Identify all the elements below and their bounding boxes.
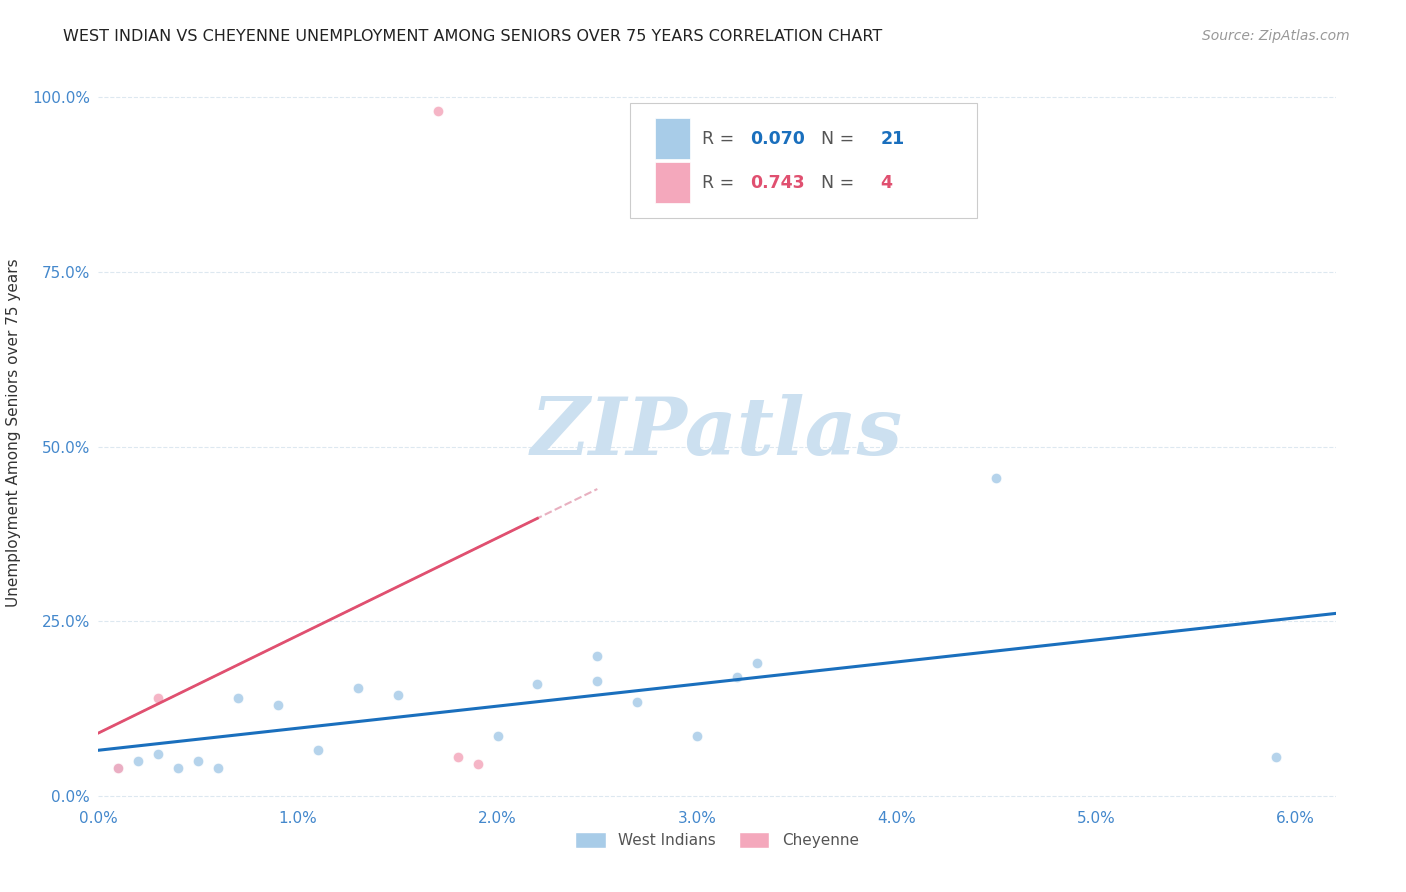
Point bbox=[626, 694, 648, 708]
Text: Source: ZipAtlas.com: Source: ZipAtlas.com bbox=[1202, 29, 1350, 44]
Text: R =: R = bbox=[702, 129, 740, 147]
Point bbox=[467, 757, 489, 772]
Point bbox=[226, 691, 249, 706]
Point bbox=[586, 673, 609, 688]
Point bbox=[347, 681, 370, 695]
Point bbox=[187, 754, 209, 768]
Point bbox=[107, 761, 129, 775]
Point bbox=[207, 761, 229, 775]
Point bbox=[167, 761, 190, 775]
Text: 0.070: 0.070 bbox=[751, 129, 806, 147]
FancyBboxPatch shape bbox=[655, 162, 690, 202]
Text: 0.743: 0.743 bbox=[751, 174, 806, 192]
Text: R =: R = bbox=[702, 174, 740, 192]
Point bbox=[1264, 750, 1286, 764]
Point bbox=[745, 656, 768, 670]
Point bbox=[526, 677, 548, 691]
Text: N =: N = bbox=[810, 174, 859, 192]
Text: N =: N = bbox=[810, 129, 859, 147]
Point bbox=[387, 688, 409, 702]
Y-axis label: Unemployment Among Seniors over 75 years: Unemployment Among Seniors over 75 years bbox=[6, 259, 21, 607]
Point bbox=[986, 471, 1008, 485]
Text: 21: 21 bbox=[880, 129, 904, 147]
Text: 4: 4 bbox=[880, 174, 893, 192]
Point bbox=[307, 743, 329, 757]
Point bbox=[486, 730, 509, 744]
Text: WEST INDIAN VS CHEYENNE UNEMPLOYMENT AMONG SENIORS OVER 75 YEARS CORRELATION CHA: WEST INDIAN VS CHEYENNE UNEMPLOYMENT AMO… bbox=[63, 29, 883, 45]
Point bbox=[148, 691, 170, 706]
FancyBboxPatch shape bbox=[655, 118, 690, 159]
Point bbox=[426, 104, 449, 119]
Point bbox=[148, 747, 170, 761]
Point bbox=[107, 761, 129, 775]
Point bbox=[586, 649, 609, 664]
Point bbox=[446, 750, 468, 764]
Point bbox=[725, 670, 748, 684]
Point bbox=[127, 754, 149, 768]
Point bbox=[686, 730, 709, 744]
FancyBboxPatch shape bbox=[630, 103, 977, 218]
Point bbox=[267, 698, 290, 712]
Text: ZIPatlas: ZIPatlas bbox=[531, 394, 903, 471]
Legend: West Indians, Cheyenne: West Indians, Cheyenne bbox=[569, 826, 865, 855]
